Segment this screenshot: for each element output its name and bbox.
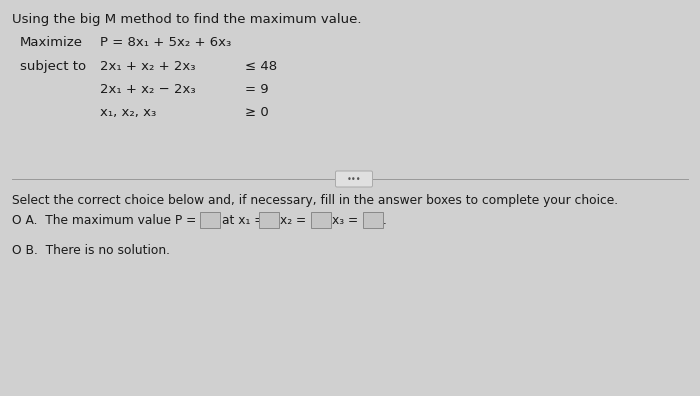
- Text: x₂ =: x₂ =: [280, 213, 306, 227]
- FancyBboxPatch shape: [363, 212, 382, 228]
- Text: at x₁ =: at x₁ =: [222, 213, 265, 227]
- Text: = 9: = 9: [245, 83, 269, 96]
- Text: •••: •••: [346, 175, 361, 183]
- Text: 2x₁ + x₂ + 2x₃: 2x₁ + x₂ + 2x₃: [100, 60, 195, 73]
- Text: x₁, x₂, x₃: x₁, x₂, x₃: [100, 106, 156, 119]
- FancyBboxPatch shape: [199, 212, 220, 228]
- FancyBboxPatch shape: [258, 212, 279, 228]
- FancyBboxPatch shape: [311, 212, 330, 228]
- Text: subject to: subject to: [20, 60, 86, 73]
- Text: Select the correct choice below and, if necessary, fill in the answer boxes to c: Select the correct choice below and, if …: [12, 194, 618, 207]
- Text: x₃ =: x₃ =: [332, 213, 358, 227]
- Text: ≥ 0: ≥ 0: [245, 106, 269, 119]
- Text: 2x₁ + x₂ − 2x₃: 2x₁ + x₂ − 2x₃: [100, 83, 195, 96]
- Text: Using the big M method to find the maximum value.: Using the big M method to find the maxim…: [12, 13, 361, 26]
- FancyBboxPatch shape: [335, 171, 372, 187]
- Text: O A.  The maximum value P =: O A. The maximum value P =: [12, 213, 196, 227]
- Text: P = 8x₁ + 5x₂ + 6x₃: P = 8x₁ + 5x₂ + 6x₃: [100, 36, 231, 49]
- Text: Maximize: Maximize: [20, 36, 83, 49]
- Text: O B.  There is no solution.: O B. There is no solution.: [12, 244, 170, 257]
- Text: ≤ 48: ≤ 48: [245, 60, 277, 73]
- Text: .: .: [383, 213, 387, 227]
